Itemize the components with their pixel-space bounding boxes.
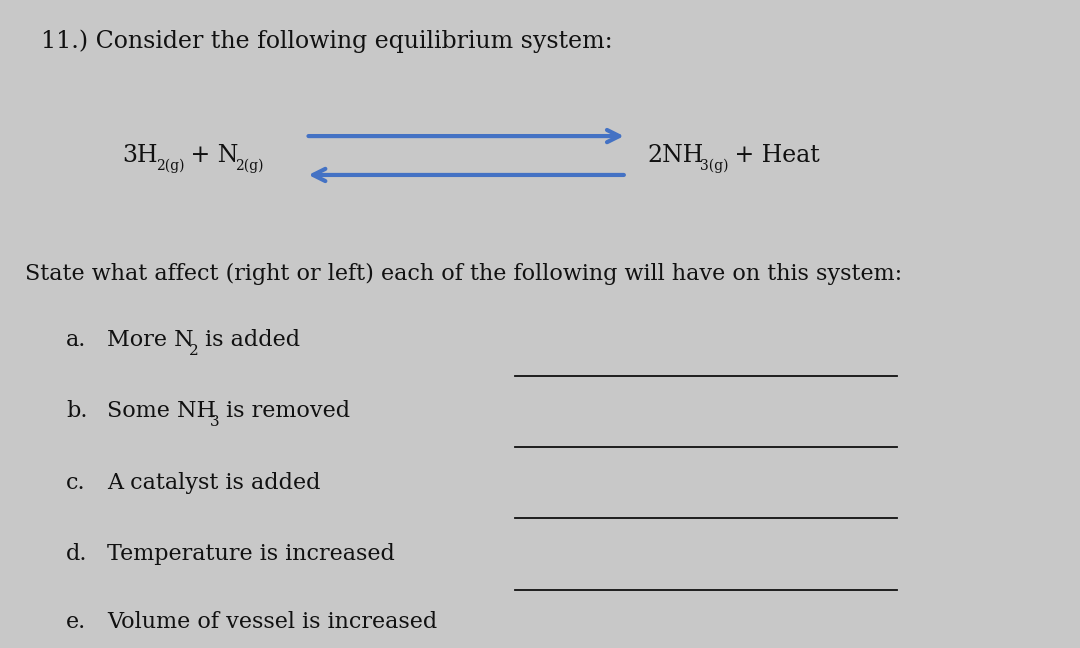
- Text: e.: e.: [66, 611, 86, 633]
- Text: More N: More N: [107, 329, 193, 351]
- Text: Some NH: Some NH: [107, 400, 216, 422]
- Text: 11.) Consider the following equilibrium system:: 11.) Consider the following equilibrium …: [41, 29, 612, 52]
- Text: 2(g): 2(g): [156, 159, 185, 173]
- Text: 2NH: 2NH: [647, 144, 703, 167]
- Text: A catalyst is added: A catalyst is added: [107, 472, 321, 494]
- Text: 3H: 3H: [122, 144, 158, 167]
- Text: State what affect (right or left) each of the following will have on this system: State what affect (right or left) each o…: [26, 262, 903, 284]
- Text: a.: a.: [66, 329, 86, 351]
- Text: Volume of vessel is increased: Volume of vessel is increased: [107, 611, 437, 633]
- Text: Temperature is increased: Temperature is increased: [107, 543, 395, 565]
- Text: + N: + N: [183, 144, 238, 167]
- Text: 3: 3: [210, 415, 219, 429]
- Text: is added: is added: [198, 329, 300, 351]
- Text: is removed: is removed: [219, 400, 350, 422]
- Text: b.: b.: [66, 400, 87, 422]
- Text: + Heat: + Heat: [727, 144, 820, 167]
- Text: d.: d.: [66, 543, 87, 565]
- Text: 3(g): 3(g): [700, 159, 729, 173]
- Text: 2(g): 2(g): [235, 159, 264, 173]
- Text: c.: c.: [66, 472, 85, 494]
- Text: 2: 2: [189, 343, 199, 358]
